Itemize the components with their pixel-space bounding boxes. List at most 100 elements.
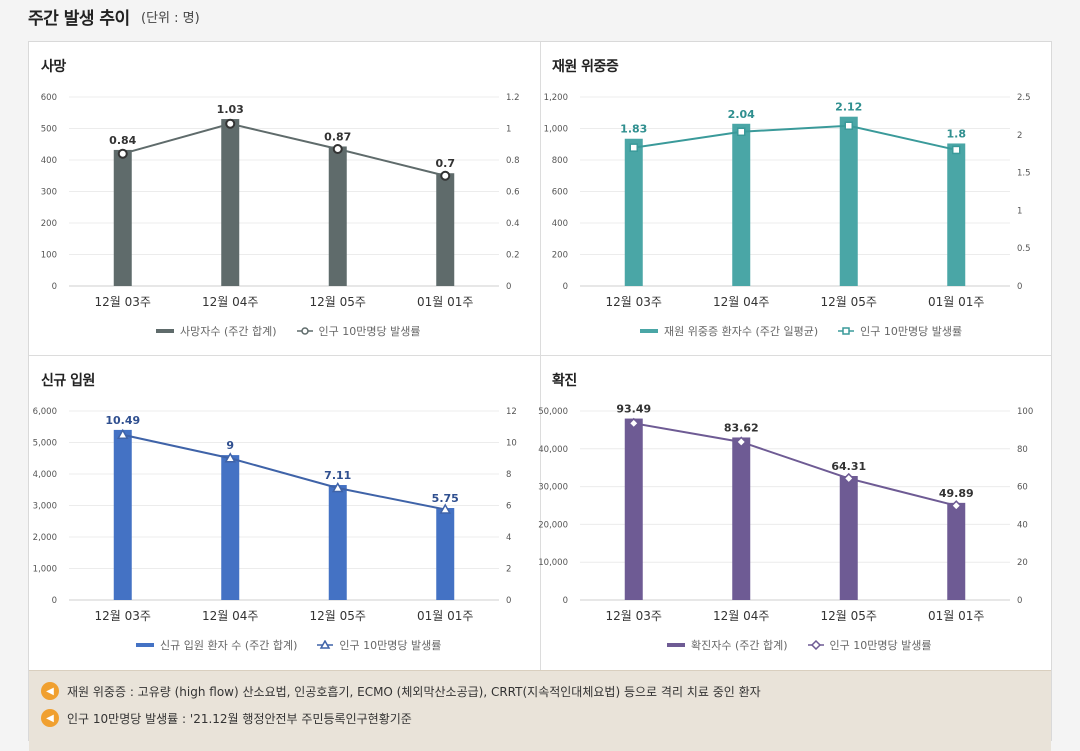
critical-rate-marker (844, 121, 853, 130)
admissions-rate-data-label: 10.49 (105, 414, 140, 427)
critical-x-tick-label: 12월 05주 (821, 295, 877, 309)
deaths-bar (328, 146, 347, 286)
confirmed-legend-bar-swatch (667, 643, 685, 647)
critical-y-right-tick-label: 1 (1017, 206, 1022, 216)
confirmed-x-tick-label: 12월 05주 (821, 609, 877, 623)
confirmed-chart: 0 10,000 20,000 30,000 40,000 50,000 0 20 40 60 80… (538, 403, 1033, 623)
admissions-y-right-tick-label: 2 (506, 565, 511, 575)
critical-rate-data-label: 1.83 (620, 123, 647, 136)
confirmed-legend-line-label: 인구 10만명당 발생률 (829, 639, 932, 652)
critical-rate-line (633, 124, 957, 151)
deaths-legend-bar-label: 사망자수 (주간 합계) (180, 325, 277, 338)
critical-y-right-tick-label: 0 (1017, 282, 1022, 292)
admissions-x-tick-label: 12월 04주 (202, 609, 258, 623)
confirmed-x-tick-label: 01월 01주 (928, 609, 984, 623)
confirmed-legend: 확진자수 (주간 합계) 인구 10만명당 발생률 (667, 637, 932, 653)
critical-y-left-tick-label: 1,000 (544, 125, 568, 135)
confirmed-bar (624, 418, 643, 600)
confirmed-rate-data-label: 83.62 (724, 421, 759, 434)
confirmed-rate-data-label: 49.89 (939, 487, 974, 500)
critical-bar (624, 138, 643, 286)
confirmed-bar (947, 502, 966, 600)
confirmed-legend-bar-label: 확진자수 (주간 합계) (691, 639, 788, 652)
admissions-x-tick-label: 12월 03주 (95, 609, 151, 623)
admissions-rate-data-label: 5.75 (432, 492, 459, 505)
deaths-legend-bar-swatch (156, 329, 174, 333)
critical-rate-marker (629, 143, 638, 152)
panel-divider-vertical (540, 42, 541, 670)
deaths-panel-title: 사망 (41, 59, 66, 75)
admissions-y-right-tick-label: 0 (506, 596, 511, 606)
deaths-x-tick-label: 12월 03주 (95, 295, 151, 309)
notes-box: ◀ 재원 위중증 : 고유량 (high flow) 산소요법, 인공호흡기, … (29, 670, 1051, 751)
deaths-rate-marker (440, 170, 451, 181)
admissions-y-right-tick-label: 10 (506, 439, 517, 449)
note-text: 재원 위중증 : 고유량 (high flow) 산소요법, 인공호흡기, EC… (67, 684, 761, 699)
deaths-y-right-tick-label: 1.2 (506, 93, 520, 103)
admissions-legend: 신규 입원 환자 수 (주간 합계) 인구 10만명당 발생률 (136, 637, 441, 653)
admissions-y-left-tick-label: 6,000 (33, 407, 57, 417)
speaker-icon: ◀ (41, 682, 59, 700)
deaths-y-left-tick-label: 400 (41, 156, 57, 166)
confirmed-y-left-tick-label: 10,000 (538, 558, 568, 568)
confirmed-panel-title: 확진 (552, 373, 577, 389)
confirmed-y-left-tick-label: 50,000 (538, 407, 568, 417)
deaths-rate-data-label: 1.03 (217, 103, 244, 116)
admissions-rate-marker (224, 452, 237, 463)
admissions-y-left-tick-label: 0 (52, 596, 57, 606)
confirmed-rate-marker (843, 472, 855, 485)
confirmed-y-right-tick-label: 0 (1017, 596, 1022, 606)
critical-bar (732, 123, 751, 287)
page-title: 주간 발생 추이 (28, 9, 130, 29)
deaths-legend-line-swatch (296, 327, 313, 335)
admissions-legend-line-label: 인구 10만명당 발생률 (339, 639, 442, 652)
admissions-bar (328, 485, 347, 600)
deaths-x-tick-label: 12월 05주 (310, 295, 366, 309)
admissions-rate-data-label: 7.11 (324, 469, 351, 482)
critical-legend-bar-swatch (640, 329, 658, 333)
confirmed-x-tick-label: 12월 04주 (713, 609, 769, 623)
admissions-rate-line (122, 433, 446, 511)
note-text: 인구 10만명당 발생률 : '21.12월 행정안전부 주민등록인구현황기준 (67, 711, 412, 726)
chart-board: 사망 0 100 200 300 400 500 600 0 0.2 0.4 0.6 0.8 1 1.2 1… (28, 41, 1052, 751)
admissions-bar (113, 429, 132, 600)
admissions-y-left-tick-label: 4,000 (33, 470, 57, 480)
critical-rate-data-label: 2.04 (728, 108, 755, 121)
note-item: ◀ 재원 위중증 : 고유량 (high flow) 산소요법, 인공호흡기, … (41, 682, 761, 700)
critical-y-left-tick-label: 600 (552, 188, 568, 198)
deaths-y-right-tick-label: 0.2 (506, 251, 520, 261)
critical-y-right-tick-label: 2.5 (1017, 93, 1031, 103)
confirmed-rate-data-label: 93.49 (616, 403, 651, 416)
deaths-x-tick-label: 01월 01주 (417, 295, 473, 309)
confirmed-bar (839, 476, 858, 600)
confirmed-y-right-tick-label: 60 (1017, 483, 1028, 493)
critical-y-left-tick-label: 0 (563, 282, 568, 292)
confirmed-x-tick-label: 12월 03주 (606, 609, 662, 623)
confirmed-y-left-tick-label: 30,000 (538, 483, 568, 493)
confirmed-y-right-tick-label: 40 (1017, 520, 1028, 530)
critical-x-tick-label: 12월 04주 (713, 295, 769, 309)
critical-rate-marker (952, 145, 961, 155)
deaths-y-left-tick-label: 200 (41, 219, 57, 229)
critical-legend-line-swatch (838, 327, 855, 335)
deaths-rate-marker (332, 143, 343, 154)
critical-rate-data-label: 2.12 (835, 101, 862, 114)
confirmed-y-left-tick-label: 0 (563, 596, 568, 606)
critical-x-tick-label: 12월 03주 (606, 295, 662, 309)
deaths-chart: 0 100 200 300 400 500 600 0 0.2 0.4 0.6 0.8 1 1.2 12월 … (41, 93, 520, 309)
admissions-rate-marker (116, 428, 129, 440)
deaths-rate-marker (117, 148, 128, 159)
admissions-y-left-tick-label: 5,000 (33, 439, 57, 449)
deaths-y-left-tick-label: 0 (52, 282, 57, 292)
deaths-y-right-tick-label: 0 (506, 282, 511, 292)
admissions-bar (436, 508, 455, 600)
admissions-legend-bar-label: 신규 입원 환자 수 (주간 합계) (160, 639, 298, 652)
deaths-legend-line-label: 인구 10만명당 발생률 (318, 325, 421, 338)
critical-bar (947, 143, 966, 286)
confirmed-rate-marker (735, 436, 747, 448)
confirmed-y-left-tick-label: 40,000 (538, 445, 568, 455)
deaths-bar (436, 173, 455, 286)
admissions-chart: 0 1,000 2,000 3,000 4,000 5,000 6,000 0 2 4 6 8 10 12… (33, 407, 517, 623)
deaths-y-left-tick-label: 300 (41, 188, 57, 198)
admissions-x-tick-label: 01월 01주 (417, 609, 473, 623)
